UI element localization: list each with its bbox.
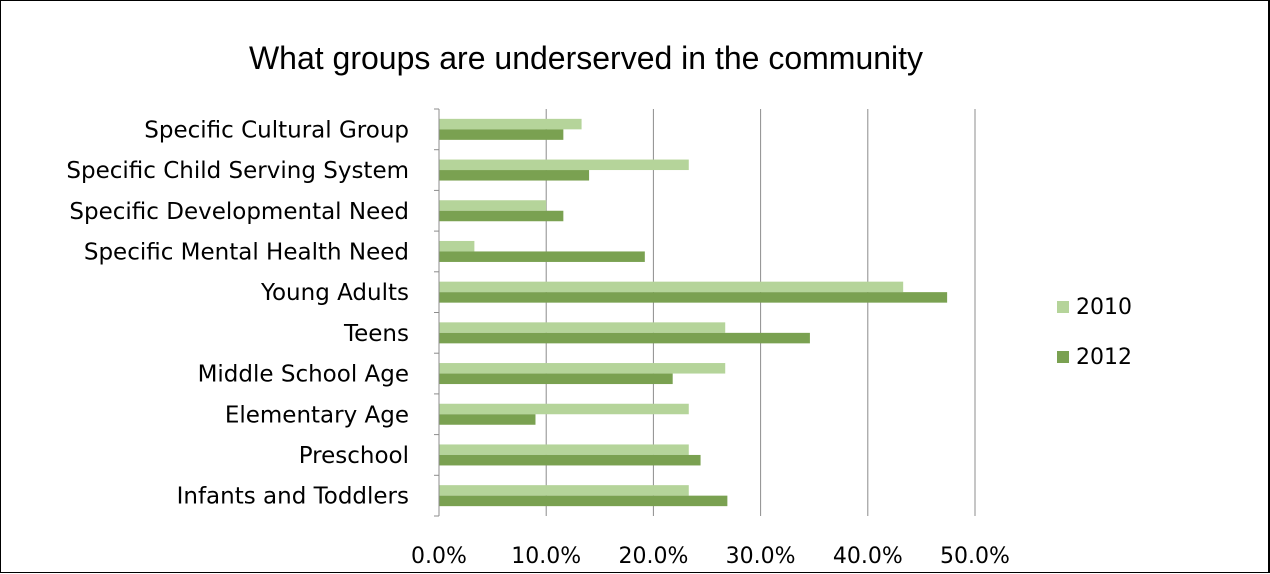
bar-2012 <box>439 495 728 507</box>
axes <box>434 108 440 517</box>
bar-2010 <box>439 322 726 333</box>
x-tick-label: 10.0% <box>511 544 581 569</box>
bar-2012 <box>439 129 564 140</box>
bar-2010 <box>439 159 689 171</box>
category-label: Infants and Toddlers <box>177 484 409 510</box>
bar-2012 <box>439 414 536 425</box>
category-label: Young Adults <box>260 280 409 306</box>
bar-2010 <box>439 444 689 455</box>
category-label: Specific Cultural Group <box>144 117 409 143</box>
bar-2010 <box>439 200 547 211</box>
bars <box>439 118 948 507</box>
bar-2012 <box>439 170 590 181</box>
bar-2010 <box>439 485 689 496</box>
x-tick-label: 0.0% <box>411 544 467 569</box>
bar-2012 <box>439 210 564 222</box>
chart-title: What groups are underserved in the commu… <box>249 40 923 76</box>
legend-label: 2010 <box>1076 295 1132 320</box>
legend-swatch-2010 <box>1057 301 1069 313</box>
legend-label: 2012 <box>1076 345 1132 370</box>
bar-2010 <box>439 118 582 130</box>
x-tick-label: 20.0% <box>618 544 688 569</box>
category-label: Specific Child Serving System <box>66 158 409 184</box>
legend-swatch-2012 <box>1057 351 1069 363</box>
category-label: Specific Mental Health Need <box>84 239 409 265</box>
bar-2012 <box>439 251 645 262</box>
x-tick-label: 40.0% <box>833 544 903 569</box>
bar-2010 <box>439 240 475 252</box>
x-tick-label: 50.0% <box>940 544 1010 569</box>
bar-2012 <box>439 292 948 303</box>
bar-2012 <box>439 373 673 385</box>
legend: 2010 2012 <box>1057 295 1132 370</box>
category-label: Elementary Age <box>225 402 409 428</box>
category-label: Specific Developmental Need <box>69 199 409 225</box>
bar-2012 <box>439 454 701 466</box>
category-label: Teens <box>343 321 409 347</box>
bar-2010 <box>439 403 689 415</box>
x-tick-label: 30.0% <box>726 544 796 569</box>
bar-2010 <box>439 363 726 374</box>
bar-2010 <box>439 281 904 293</box>
category-label: Middle School Age <box>198 362 409 388</box>
bar-2012 <box>439 332 810 344</box>
category-labels: Specific Cultural Group Specific Child Se… <box>66 117 409 509</box>
tick-labels: 0.0% 10.0% 20.0% 30.0% 40.0% 50.0% <box>411 544 1010 569</box>
category-label: Preschool <box>299 443 409 469</box>
